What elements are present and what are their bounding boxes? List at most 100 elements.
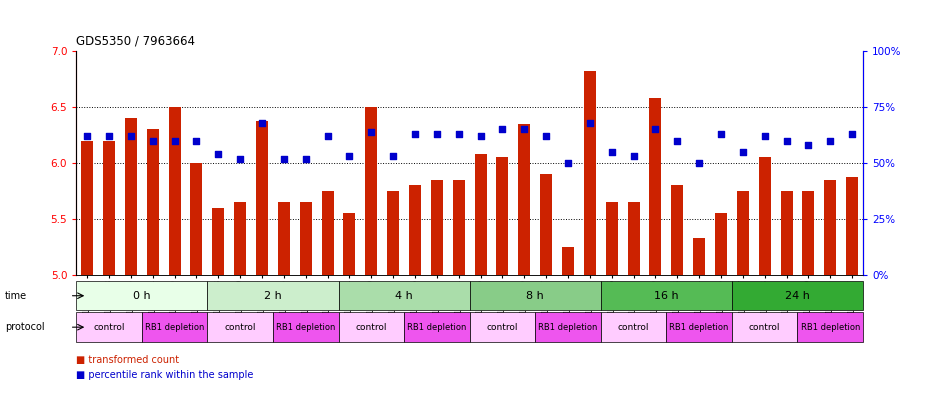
Bar	[365, 107, 378, 275]
Bar	[562, 247, 574, 275]
Bar	[605, 202, 618, 275]
Bar	[278, 202, 290, 275]
Point	[342, 153, 357, 160]
Bar	[693, 238, 705, 275]
Bar	[431, 180, 443, 275]
Point	[517, 126, 532, 132]
Bar	[256, 121, 268, 275]
Point	[276, 156, 291, 162]
Point	[670, 138, 684, 144]
Point	[145, 138, 160, 144]
Text: 16 h: 16 h	[654, 291, 679, 301]
Point	[736, 149, 751, 155]
Bar	[125, 118, 137, 275]
Text: 4 h: 4 h	[395, 291, 413, 301]
Point	[451, 131, 466, 137]
Bar	[824, 180, 836, 275]
Point	[364, 129, 379, 135]
Point	[538, 133, 553, 140]
Text: control: control	[749, 323, 780, 332]
Point	[801, 142, 816, 148]
Bar	[212, 208, 224, 275]
Point	[320, 133, 335, 140]
Bar	[343, 213, 355, 275]
Bar	[470, 312, 536, 342]
Bar	[846, 176, 858, 275]
Bar	[540, 174, 552, 275]
Point	[189, 138, 204, 144]
Text: time: time	[5, 291, 27, 301]
Point	[80, 133, 95, 140]
Text: control: control	[486, 323, 518, 332]
Bar	[387, 191, 399, 275]
Bar	[147, 130, 159, 275]
Point	[844, 131, 859, 137]
Point	[232, 156, 247, 162]
Bar	[497, 158, 509, 275]
Bar	[234, 202, 246, 275]
Bar	[732, 312, 797, 342]
Text: 0 h: 0 h	[133, 291, 151, 301]
Point	[561, 160, 576, 166]
Bar	[601, 312, 666, 342]
Bar	[103, 141, 115, 275]
Bar	[671, 185, 684, 275]
Bar	[76, 281, 207, 310]
Bar	[207, 312, 273, 342]
Point	[124, 133, 139, 140]
Text: RB1 depletion: RB1 depletion	[670, 323, 729, 332]
Bar	[339, 281, 470, 310]
Point	[779, 138, 794, 144]
Point	[626, 153, 641, 160]
Text: RB1 depletion: RB1 depletion	[538, 323, 598, 332]
Bar	[81, 141, 93, 275]
Point	[582, 119, 597, 126]
Text: RB1 depletion: RB1 depletion	[276, 323, 336, 332]
Bar	[409, 185, 421, 275]
Bar	[715, 213, 727, 275]
Bar	[518, 124, 530, 275]
Text: 8 h: 8 h	[526, 291, 544, 301]
Bar	[732, 281, 863, 310]
Text: control: control	[224, 323, 256, 332]
Point	[604, 149, 619, 155]
Text: protocol: protocol	[5, 322, 45, 332]
Point	[101, 133, 116, 140]
Text: 24 h: 24 h	[785, 291, 810, 301]
Bar	[299, 202, 312, 275]
Bar	[803, 191, 815, 275]
Bar	[470, 281, 601, 310]
Bar	[322, 191, 334, 275]
Text: RB1 depletion: RB1 depletion	[145, 323, 205, 332]
Bar	[536, 312, 601, 342]
Text: ■ transformed count: ■ transformed count	[76, 354, 179, 365]
Text: control: control	[618, 323, 649, 332]
Text: GDS5350 / 7963664: GDS5350 / 7963664	[76, 34, 195, 47]
Point	[386, 153, 401, 160]
Point	[495, 126, 510, 132]
Bar	[453, 180, 465, 275]
Text: RB1 depletion: RB1 depletion	[407, 323, 467, 332]
Point	[713, 131, 728, 137]
Point	[648, 126, 663, 132]
Bar	[759, 158, 771, 275]
Point	[167, 138, 182, 144]
Bar	[649, 98, 661, 275]
Bar	[404, 312, 470, 342]
Bar	[76, 312, 142, 342]
Bar	[474, 154, 486, 275]
Point	[407, 131, 422, 137]
Point	[757, 133, 772, 140]
Bar	[191, 163, 203, 275]
Point	[823, 138, 838, 144]
Text: ■ percentile rank within the sample: ■ percentile rank within the sample	[76, 370, 254, 380]
Bar	[142, 312, 207, 342]
Point	[430, 131, 445, 137]
Bar	[737, 191, 749, 275]
Bar	[273, 312, 339, 342]
Bar	[601, 281, 732, 310]
Point	[211, 151, 226, 157]
Bar	[797, 312, 863, 342]
Bar	[207, 281, 339, 310]
Bar	[339, 312, 404, 342]
